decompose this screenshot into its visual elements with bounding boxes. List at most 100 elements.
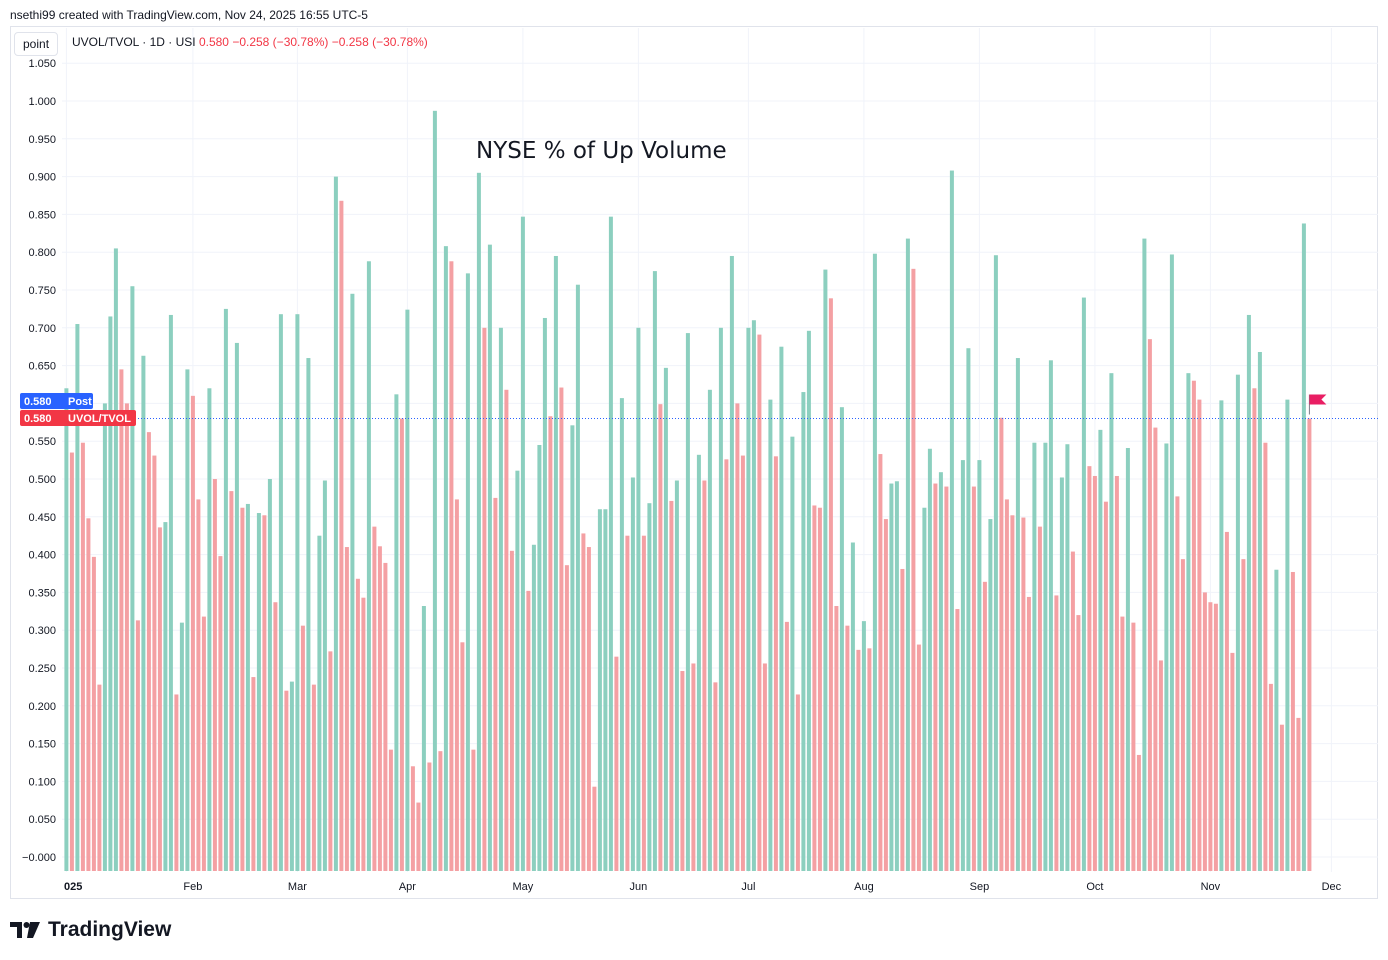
data-bar[interactable]	[421, 606, 426, 871]
data-bar[interactable]	[504, 389, 509, 871]
tradingview-logo[interactable]: TradingView	[10, 918, 171, 942]
data-bar[interactable]	[416, 802, 421, 871]
data-bar[interactable]	[938, 472, 943, 871]
data-bar[interactable]	[1010, 515, 1015, 871]
data-bar[interactable]	[768, 399, 773, 871]
data-bar[interactable]	[509, 550, 514, 871]
data-bar[interactable]	[553, 255, 558, 872]
data-bar[interactable]	[1076, 615, 1081, 871]
data-bar[interactable]	[399, 418, 404, 871]
data-bar[interactable]	[1043, 442, 1048, 871]
data-bar[interactable]	[905, 238, 910, 872]
data-bar[interactable]	[174, 694, 179, 871]
data-bar[interactable]	[75, 324, 80, 871]
data-bar[interactable]	[1021, 517, 1026, 871]
data-bar[interactable]	[949, 170, 954, 871]
data-bar[interactable]	[1279, 724, 1284, 871]
data-bar[interactable]	[674, 480, 679, 871]
data-bar[interactable]	[1103, 501, 1108, 871]
data-bar[interactable]	[933, 483, 938, 871]
data-bar[interactable]	[278, 314, 283, 871]
data-bar[interactable]	[1037, 526, 1042, 871]
data-bar[interactable]	[190, 395, 195, 871]
data-bar[interactable]	[1059, 477, 1064, 871]
data-bar[interactable]	[1004, 499, 1009, 871]
data-bar[interactable]	[548, 416, 553, 871]
data-bar[interactable]	[592, 786, 597, 871]
data-bar[interactable]	[784, 621, 789, 871]
data-bar[interactable]	[856, 649, 861, 871]
data-bar[interactable]	[966, 348, 971, 871]
data-bar[interactable]	[900, 568, 905, 871]
data-bar[interactable]	[993, 255, 998, 871]
data-bar[interactable]	[872, 253, 877, 871]
data-bar[interactable]	[1136, 754, 1141, 871]
data-bar[interactable]	[1131, 622, 1136, 871]
data-bar[interactable]	[438, 751, 443, 871]
data-bar[interactable]	[1219, 400, 1224, 871]
data-bar[interactable]	[724, 459, 729, 871]
data-bar[interactable]	[817, 507, 822, 871]
data-bar[interactable]	[790, 436, 795, 871]
data-bar[interactable]	[339, 200, 344, 872]
data-bar[interactable]	[295, 314, 300, 871]
data-bar[interactable]	[1208, 602, 1213, 871]
data-bar[interactable]	[680, 671, 685, 871]
data-bar[interactable]	[586, 547, 591, 871]
data-bar[interactable]	[564, 565, 569, 871]
data-bar[interactable]	[762, 663, 767, 871]
data-bar[interactable]	[630, 477, 635, 871]
data-bar[interactable]	[476, 172, 481, 871]
data-bar[interactable]	[460, 642, 465, 871]
data-bar[interactable]	[311, 684, 316, 871]
data-bar[interactable]	[1142, 238, 1147, 872]
data-bar[interactable]	[432, 110, 437, 871]
data-bar[interactable]	[152, 455, 157, 871]
data-bar[interactable]	[526, 590, 531, 871]
data-bar[interactable]	[1263, 442, 1268, 871]
data-bar[interactable]	[1092, 475, 1097, 871]
data-bar[interactable]	[559, 387, 564, 871]
data-bar[interactable]	[372, 526, 377, 871]
data-bar[interactable]	[1235, 374, 1240, 871]
data-bar[interactable]	[729, 255, 734, 872]
data-bar[interactable]	[1252, 388, 1257, 871]
data-bar[interactable]	[234, 342, 239, 871]
data-bar[interactable]	[410, 766, 415, 871]
data-bar[interactable]	[284, 690, 289, 871]
data-bar[interactable]	[658, 404, 663, 871]
data-bar[interactable]	[531, 544, 536, 871]
data-bar[interactable]	[1257, 351, 1262, 871]
data-bar[interactable]	[982, 581, 987, 871]
data-bar[interactable]	[1125, 448, 1130, 871]
data-bar[interactable]	[1032, 442, 1037, 871]
data-bar[interactable]	[1301, 223, 1306, 872]
data-bar[interactable]	[1307, 418, 1312, 871]
data-bar[interactable]	[707, 389, 712, 871]
data-bar[interactable]	[102, 403, 107, 871]
data-bar[interactable]	[124, 403, 129, 871]
data-bar[interactable]	[575, 284, 580, 871]
data-bar[interactable]	[1164, 443, 1169, 871]
data-bar[interactable]	[691, 663, 696, 871]
data-bar[interactable]	[454, 499, 459, 871]
data-bar[interactable]	[388, 749, 393, 871]
symbol-legend[interactable]: UVOL/TVOL · 1D · USI 0.580 −0.258 (−30.7…	[72, 35, 428, 49]
data-bar[interactable]	[1246, 314, 1251, 871]
data-bar[interactable]	[493, 497, 498, 871]
data-bar[interactable]	[1296, 717, 1301, 871]
data-bar[interactable]	[542, 317, 547, 871]
data-bar[interactable]	[119, 369, 124, 871]
data-bar[interactable]	[1202, 592, 1207, 871]
data-bar[interactable]	[1186, 373, 1191, 871]
data-bar[interactable]	[223, 308, 228, 871]
flag-icon[interactable]	[1308, 394, 1327, 415]
data-bar[interactable]	[229, 491, 234, 871]
data-bar[interactable]	[988, 519, 993, 871]
data-bar[interactable]	[163, 522, 168, 871]
data-bar[interactable]	[289, 681, 294, 871]
data-bar[interactable]	[113, 248, 118, 872]
data-bar[interactable]	[333, 176, 338, 872]
data-bar[interactable]	[916, 644, 921, 871]
